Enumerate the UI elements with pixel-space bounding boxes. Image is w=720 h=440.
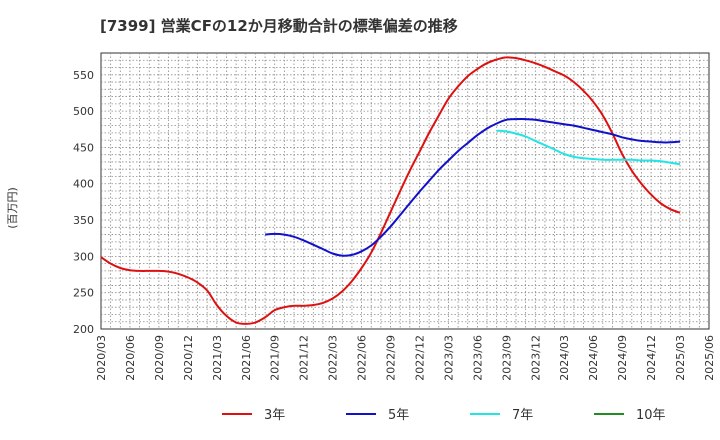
- grid-lines: [101, 53, 709, 329]
- x-tick-label: 2022/09: [385, 335, 398, 381]
- x-tick-label: 2020/06: [124, 335, 137, 381]
- legend-label: 7年: [512, 408, 533, 423]
- x-tick-label: 2021/06: [240, 335, 253, 381]
- series-line-3年: [100, 56, 681, 325]
- x-tick-label: 2024/06: [587, 335, 600, 381]
- x-tick-label: 2024/09: [616, 335, 629, 381]
- legend-label: 5年: [388, 408, 409, 423]
- x-tick-label: 2025/06: [703, 335, 716, 381]
- x-tick-label: 2020/03: [95, 335, 108, 381]
- y-tick-label: 500: [73, 105, 94, 118]
- x-tick-label: 2023/09: [500, 335, 513, 381]
- series-line-5年: [265, 118, 681, 257]
- y-tick-label: 200: [73, 323, 94, 336]
- chart-title: [7399] 営業CFの12か月移動合計の標準偏差の推移: [100, 17, 458, 35]
- x-tick-label: 2021/03: [211, 335, 224, 381]
- x-tick-label: 2021/12: [298, 335, 311, 381]
- x-tick-label: 2023/03: [442, 335, 455, 381]
- x-tick-label: 2020/09: [153, 335, 166, 381]
- legend: 3年 5年 7年 10年: [222, 408, 666, 423]
- series-lines: [100, 56, 681, 325]
- x-tick-label: 2022/03: [327, 335, 340, 381]
- y-axis-ticks: 200 250 300 350 400 450 500 550: [73, 69, 94, 336]
- legend-label: 3年: [264, 408, 285, 423]
- y-axis-label: (百万円): [6, 187, 19, 229]
- series-line-7年: [496, 129, 681, 166]
- x-tick-label: 2024/03: [558, 335, 571, 381]
- y-tick-label: 550: [73, 69, 94, 82]
- x-axis-ticks: 2020/03 2020/06 2020/09 2020/12 2021/03 2021/…: [95, 335, 716, 381]
- plot-area: [100, 52, 710, 330]
- x-tick-label: 2022/12: [413, 335, 426, 381]
- x-tick-label: 2022/06: [356, 335, 369, 381]
- y-tick-label: 250: [73, 287, 94, 300]
- y-tick-label: 300: [73, 250, 94, 263]
- x-tick-label: 2024/12: [645, 335, 658, 381]
- y-tick-label: 400: [73, 178, 94, 191]
- x-tick-label: 2020/12: [182, 335, 195, 381]
- x-tick-label: 2025/03: [674, 335, 687, 381]
- y-tick-label: 350: [73, 214, 94, 227]
- x-tick-label: 2023/06: [471, 335, 484, 381]
- x-tick-label: 2023/12: [529, 335, 542, 381]
- legend-label: 10年: [636, 408, 666, 423]
- plot-frame: [100, 52, 710, 330]
- x-tick-label: 2021/09: [269, 335, 282, 381]
- y-tick-label: 450: [73, 141, 94, 154]
